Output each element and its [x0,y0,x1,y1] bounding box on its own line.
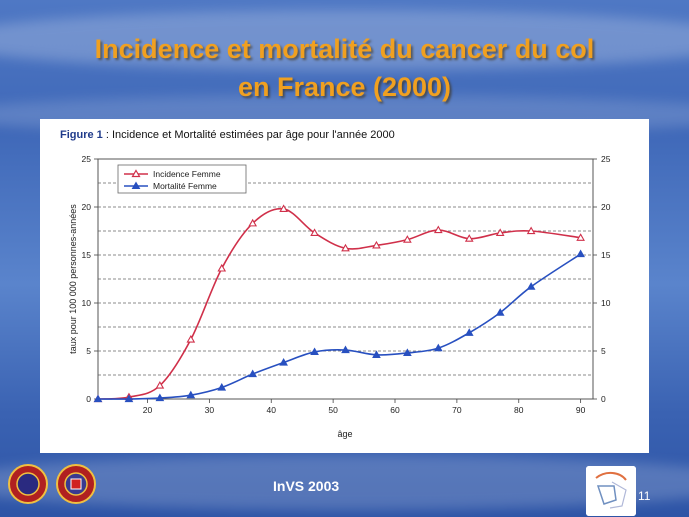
y-tick-label: 20 [82,202,92,212]
data-point-mortalite [186,390,196,399]
background-wave [0,455,689,510]
page-number: 11 [638,489,651,503]
figure-label: Figure 1 [60,129,103,141]
series-line-incidence [97,207,581,400]
data-point-mortalite [93,394,103,403]
x-axis: 20 30 40 50 60 70 80 90 [143,399,586,415]
line-chart: 0 5 10 15 20 25 0 5 10 15 20 25 20 30 40 50 60 70 80 90 â… [68,154,611,439]
figure-caption-text: : Incidence et Mortalité estimées par âg… [102,129,395,141]
data-point-mortalite [341,345,350,354]
x-tick-label: 80 [514,405,524,415]
slide-title: Incidence et mortalité du cancer du col … [0,30,689,106]
data-point-incidence [403,235,412,243]
series-line-mortalite [97,253,582,400]
data-point-mortalite [576,249,585,258]
data-point-mortalite [248,369,258,378]
seal-logo [8,464,96,504]
x-tick-label: 20 [143,405,153,415]
data-point-mortalite [279,358,288,366]
data-point-mortalite [124,394,134,403]
data-point-incidence [186,334,196,343]
y-tick-label: 15 [82,250,92,260]
x-tick-label: 90 [576,405,586,415]
data-point-incidence [464,234,474,242]
data-point-incidence [248,218,258,227]
y-tick-label-right: 15 [601,250,611,260]
y-tick-label-right: 20 [601,202,611,212]
data-point-incidence [279,204,288,213]
slide-title-line1: Incidence et mortalité du cancer du col [94,34,595,64]
data-point-mortalite [403,348,412,357]
x-tick-label: 50 [328,405,338,415]
y-axis-right: 0 5 10 15 20 25 [593,154,611,404]
footer-source: InVS 2003 [273,478,340,494]
y-tick-label: 25 [82,154,92,164]
data-point-mortalite [310,347,319,356]
data-point-mortalite [372,350,381,358]
data-point-incidence [433,225,443,234]
data-point-incidence [155,381,165,389]
y-tick-label-right: 5 [601,346,606,356]
y-tick-label-right: 10 [601,298,611,308]
legend-label-incidence: Incidence Femme [153,169,221,179]
data-point-mortalite [433,343,443,352]
legend-label-mortalite: Mortalité Femme [153,181,217,191]
data-point-incidence [372,240,381,249]
y-tick-label: 5 [86,346,91,356]
data-point-incidence [310,228,319,237]
data-point-incidence [341,243,350,252]
x-axis-label: âge [337,429,352,439]
slide-title-line2: en France (2000) [237,72,452,102]
data-point-incidence [576,233,585,241]
data-point-mortalite [217,382,227,391]
data-point-incidence [526,226,536,235]
data-point-mortalite [495,308,505,316]
plot-frame [97,158,594,400]
chart-legend: Incidence Femme Mortalité Femme [117,164,247,194]
y-tick-label: 0 [86,394,91,404]
y-axis-label: taux pour 100 000 personnes-années [68,204,78,354]
data-point-incidence [217,263,227,272]
y-tick-label-right: 25 [601,154,611,164]
y-axis-left: 0 5 10 15 20 25 [82,154,98,404]
background-wave [0,10,689,70]
series-layer [93,204,585,403]
data-point-mortalite [464,328,474,336]
y-tick-label: 10 [82,298,92,308]
x-tick-label: 70 [452,405,462,415]
legend-marker-mortalite [131,181,141,189]
data-point-mortalite [155,393,165,402]
x-tick-label: 30 [205,405,215,415]
y-tick-label-right: 0 [601,394,606,404]
figure-panel: Figure 1 : Incidence et Mortalité estimé… [40,119,649,453]
x-tick-label: 60 [390,405,400,415]
legend-marker-incidence [131,169,141,178]
data-point-mortalite [526,282,536,290]
figure-caption: Figure 1 : Incidence et Mortalité estimé… [60,129,395,141]
x-tick-label: 40 [267,405,277,415]
institution-logo [586,466,636,516]
data-point-incidence [495,228,505,237]
